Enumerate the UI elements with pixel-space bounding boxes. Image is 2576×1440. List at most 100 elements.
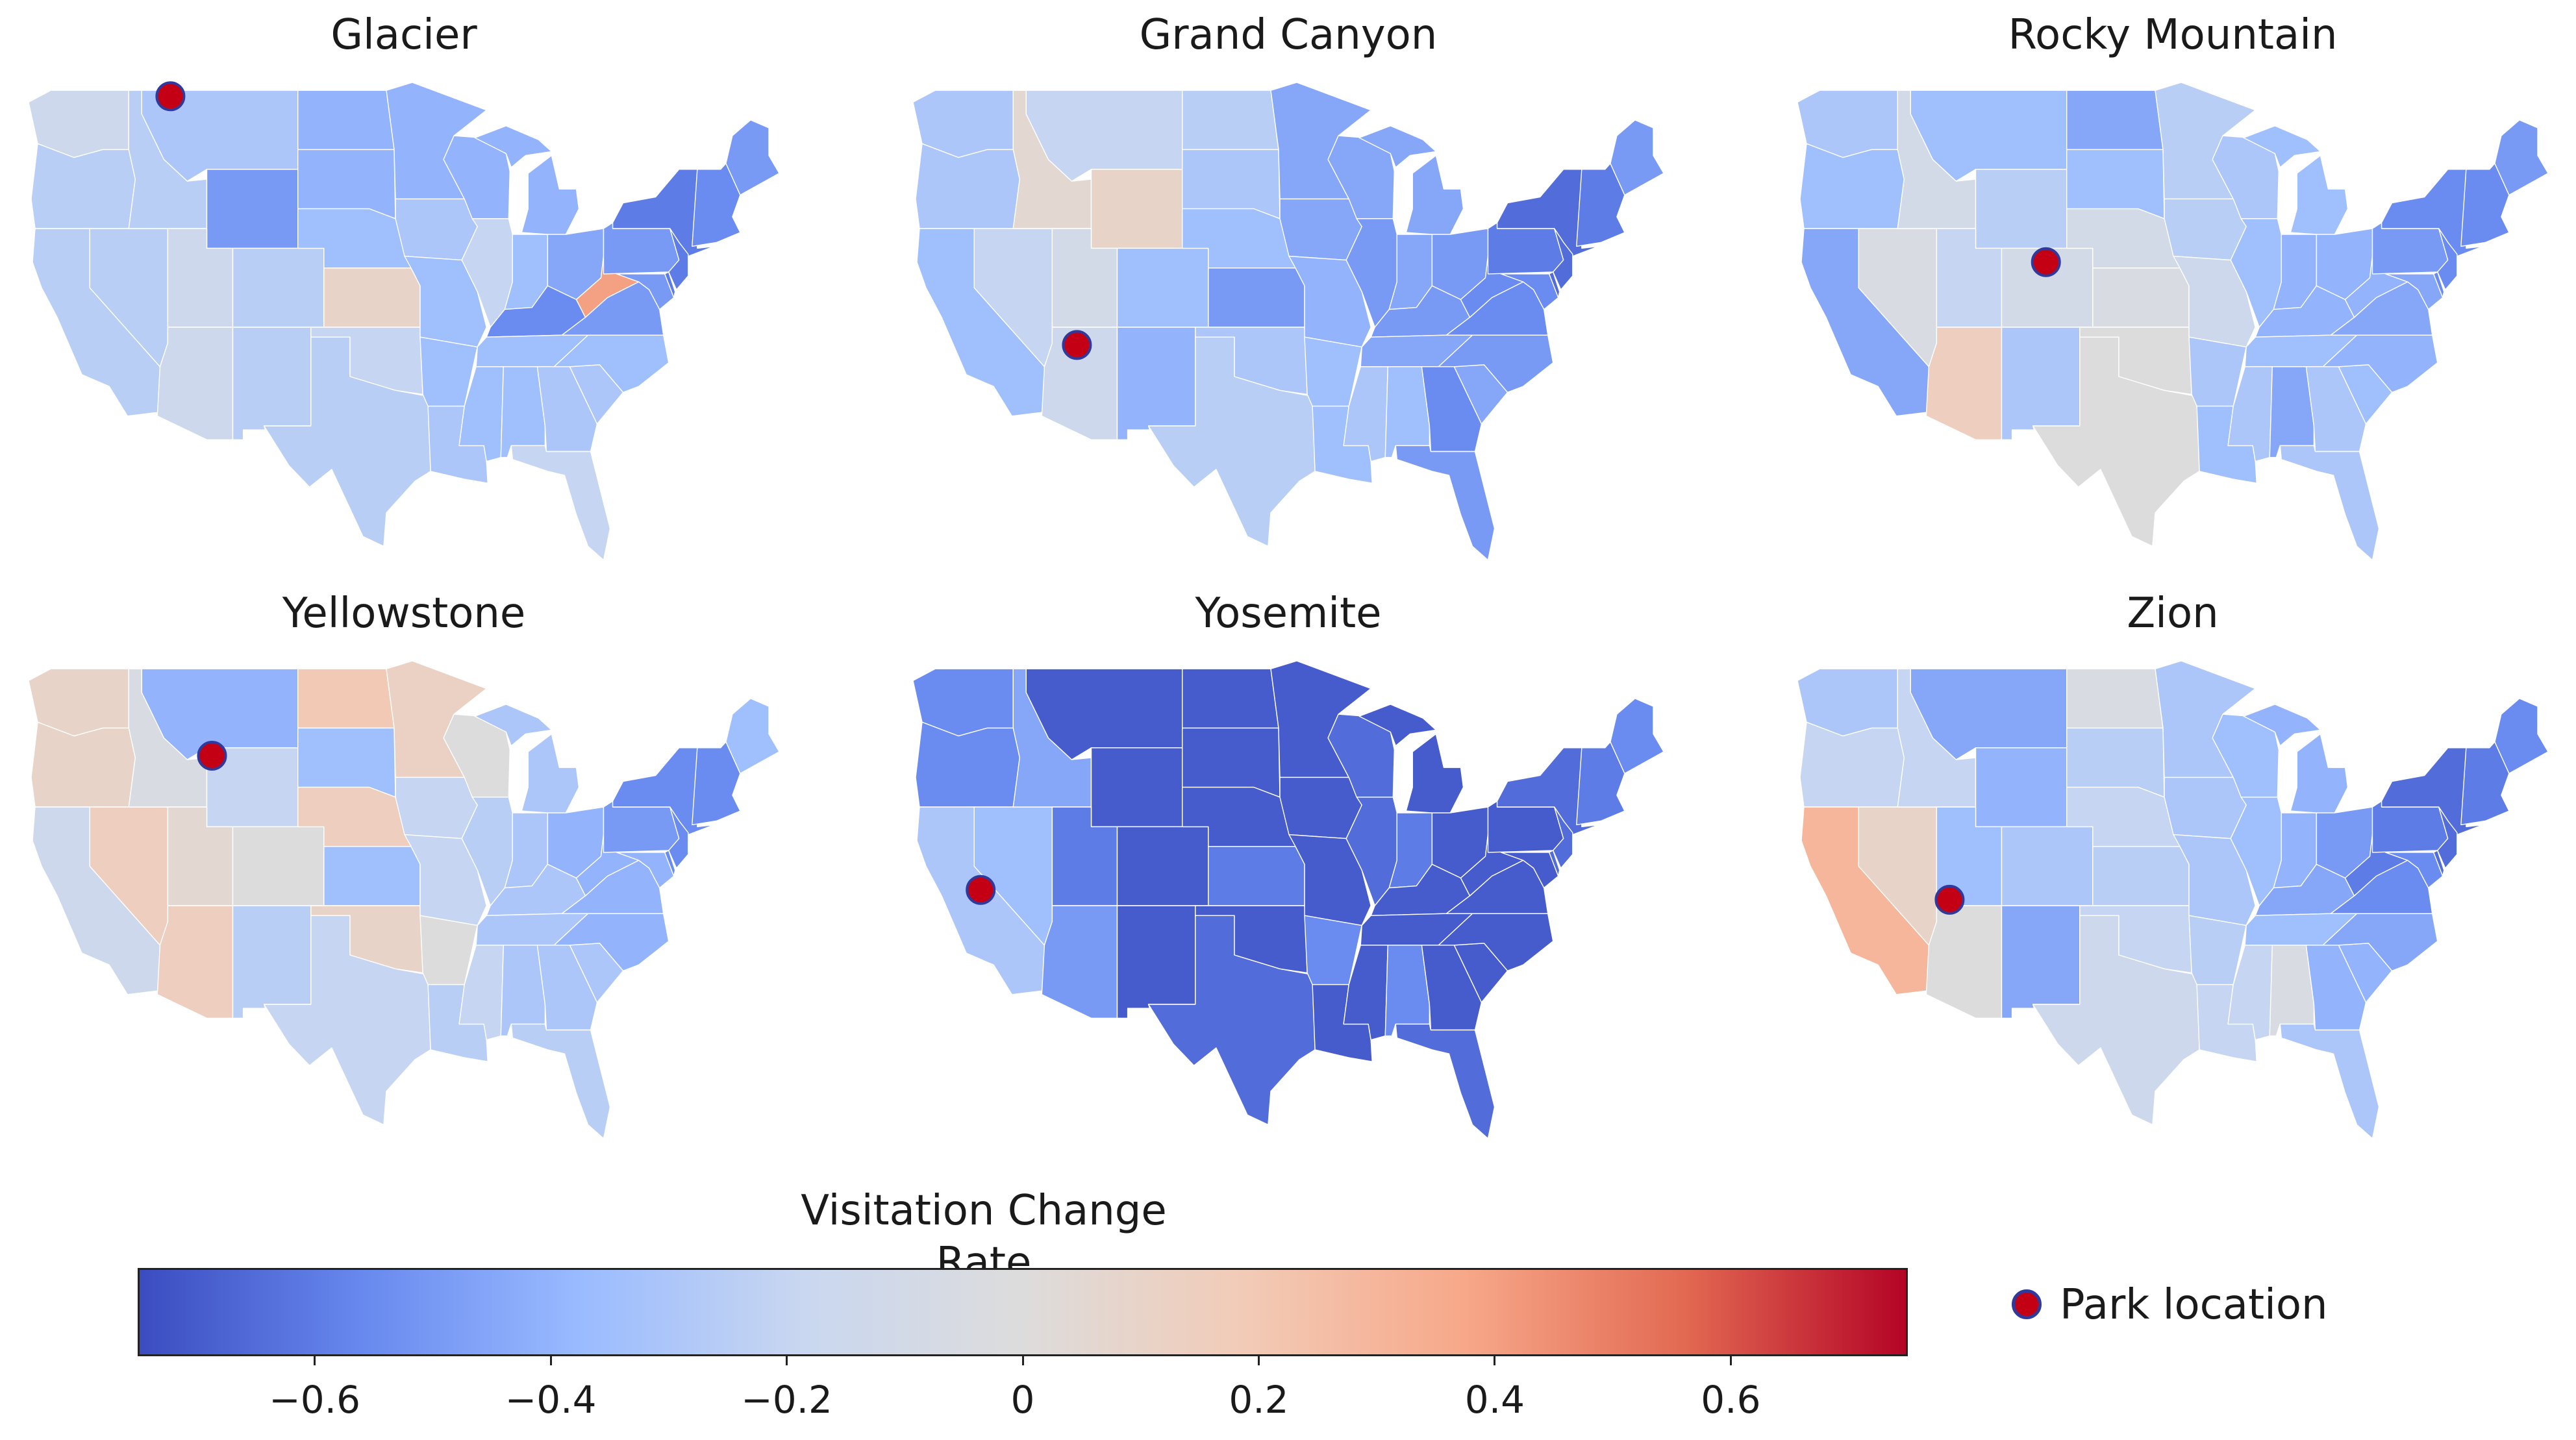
state-region-pa xyxy=(603,222,680,275)
state-region-ks xyxy=(2092,846,2190,906)
state-region-miu xyxy=(474,704,553,747)
state-region-co xyxy=(1116,826,1209,906)
state-region-nd xyxy=(297,90,395,151)
state-region-nd xyxy=(297,668,395,729)
us-choropleth-map xyxy=(28,81,780,561)
state-region-ks xyxy=(323,846,421,906)
state-region-sd xyxy=(2066,727,2165,798)
state-region-pa xyxy=(1487,222,1564,275)
panel-title: Grand Canyon xyxy=(1139,11,1438,59)
state-region-or xyxy=(915,721,1021,808)
panel-yosemite: Yosemite xyxy=(899,588,1678,1159)
panel-title: Yosemite xyxy=(1195,590,1382,638)
state-region-tx xyxy=(1147,336,1316,547)
state-region-az xyxy=(156,905,234,1019)
state-region-nj xyxy=(1553,806,1573,869)
park-location-marker xyxy=(1062,330,1092,360)
state-region-miu xyxy=(2243,125,2321,168)
state-region-pa xyxy=(2371,801,2449,853)
state-region-ny xyxy=(2381,169,2484,257)
state-region-ms xyxy=(458,366,504,462)
state-region-nj xyxy=(668,228,689,290)
colorbar-tick xyxy=(314,1356,316,1365)
state-region-wy xyxy=(206,169,299,249)
state-region-az xyxy=(1925,327,2003,440)
state-region-nm xyxy=(1116,327,1196,440)
state-region-de xyxy=(1549,850,1560,877)
state-region-de xyxy=(664,850,676,877)
state-region-ms xyxy=(1343,366,1388,462)
state-region-miu xyxy=(2243,704,2321,747)
state-region-ny xyxy=(612,169,715,257)
state-region-al xyxy=(1384,945,1431,1037)
state-region-ny xyxy=(612,747,715,836)
state-region-de xyxy=(2433,271,2445,299)
state-region-al xyxy=(2269,366,2315,458)
state-region-co xyxy=(232,247,325,328)
state-region-nd xyxy=(1182,90,1279,151)
state-region-fl xyxy=(510,445,611,561)
state-region-mi xyxy=(2290,155,2349,235)
state-region-sd xyxy=(1182,149,1281,219)
state-region-mi xyxy=(1405,155,1464,235)
state-region-az xyxy=(1041,905,1118,1019)
state-region-wy xyxy=(1975,747,2068,828)
panel-rocky-mountain: Rocky Mountain xyxy=(1783,9,2562,580)
state-region-ms xyxy=(1343,945,1388,1041)
panel-title: Zion xyxy=(2127,590,2219,638)
state-region-ny xyxy=(1496,747,1599,836)
state-region-ne-us xyxy=(2460,162,2510,247)
state-region-ny xyxy=(2381,747,2484,836)
state-region-ms xyxy=(2227,945,2273,1041)
park-location-marker xyxy=(966,875,996,905)
state-region-ia xyxy=(1279,198,1362,261)
state-region-ms xyxy=(2227,366,2273,462)
panel-title: Rocky Mountain xyxy=(2008,11,2338,59)
panel-title: Glacier xyxy=(331,11,477,59)
state-region-ne-us xyxy=(692,741,741,826)
state-region-nd xyxy=(1182,668,1279,729)
state-region-de xyxy=(1549,271,1560,299)
state-region-de xyxy=(664,271,676,299)
state-region-nd xyxy=(2066,668,2164,729)
state-region-ia xyxy=(395,198,478,261)
colorbar-tick xyxy=(1494,1356,1496,1365)
panel-yellowstone: Yellowstone xyxy=(14,588,794,1159)
state-region-ia xyxy=(395,776,478,839)
state-region-al xyxy=(500,945,546,1037)
state-region-ne-us xyxy=(1576,741,1625,826)
state-region-or xyxy=(31,721,136,808)
panel-title: Yellowstone xyxy=(282,590,526,638)
state-region-pa xyxy=(2371,222,2449,275)
us-choropleth-map xyxy=(28,660,780,1139)
state-region-az xyxy=(156,327,234,440)
state-region-me xyxy=(1610,698,1664,775)
state-region-tx xyxy=(1147,915,1316,1126)
state-region-me xyxy=(725,119,780,196)
state-region-fl xyxy=(2279,445,2380,561)
state-region-wy xyxy=(1090,747,1183,828)
state-region-sd xyxy=(1182,727,1281,798)
state-region-nj xyxy=(668,806,689,869)
state-region-wy xyxy=(1090,169,1183,249)
state-region-or xyxy=(915,143,1021,229)
colorbar-tick xyxy=(1729,1356,1732,1365)
state-region-tx xyxy=(2032,336,2200,547)
state-region-sd xyxy=(297,149,396,219)
state-region-fl xyxy=(510,1023,611,1139)
state-region-fl xyxy=(1395,1023,1495,1139)
state-region-mi xyxy=(2290,733,2349,813)
state-region-fl xyxy=(1395,445,1495,561)
state-region-me xyxy=(1610,119,1664,196)
state-region-ks xyxy=(2092,267,2190,328)
state-region-pa xyxy=(603,801,680,853)
state-region-me xyxy=(2494,119,2549,196)
state-region-tx xyxy=(263,336,431,547)
state-region-sd xyxy=(2066,149,2165,219)
state-region-nj xyxy=(1553,228,1573,290)
state-region-sd xyxy=(297,727,396,798)
state-region-co xyxy=(232,826,325,906)
state-region-nm xyxy=(232,905,312,1019)
panel-zion: Zion xyxy=(1783,588,2562,1159)
state-region-miu xyxy=(474,125,553,168)
